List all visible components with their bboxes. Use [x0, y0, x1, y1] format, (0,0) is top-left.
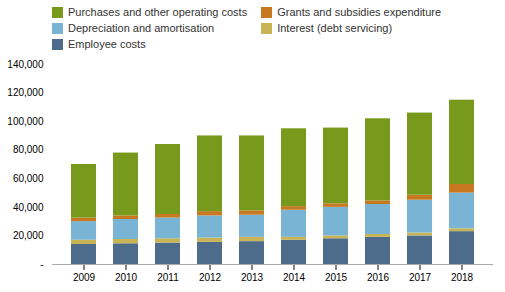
html-text:Purchases and other operating: Purchases and other operating costs — [68, 6, 248, 18]
svg-text:100,000: 100,000 — [7, 116, 44, 127]
svg-text:2016: 2016 — [367, 272, 390, 283]
html-text:Grants and subsidies expenditu: Grants and subsidies expenditure — [277, 6, 442, 18]
svg-text:2011: 2011 — [157, 272, 179, 283]
svg-text:2013: 2013 — [241, 272, 264, 283]
svg-text:140,000: 140,000 — [7, 59, 44, 70]
svg-text:2017: 2017 — [409, 272, 432, 283]
svg-text:2012: 2012 — [199, 272, 222, 283]
svg-text:2009: 2009 — [73, 272, 96, 283]
svg-text:60,000: 60,000 — [13, 173, 44, 184]
html-text:Depreciation and amortisation: Depreciation and amortisation — [68, 22, 215, 34]
html-text:Employee costs: Employee costs — [68, 38, 146, 50]
svg-text:20,000: 20,000 — [13, 230, 44, 241]
svg-text:2010: 2010 — [115, 272, 138, 283]
html-text:Interest (debt servicing): Interest (debt servicing) — [277, 22, 393, 34]
svg-text:120,000: 120,000 — [7, 87, 44, 98]
svg-text:80,000: 80,000 — [13, 144, 44, 155]
svg-text:2014: 2014 — [283, 272, 306, 283]
svg-text:40,000: 40,000 — [13, 202, 44, 213]
svg-text:-: - — [40, 259, 43, 270]
svg-text:2018: 2018 — [451, 272, 474, 283]
svg-text:2015: 2015 — [325, 272, 348, 283]
